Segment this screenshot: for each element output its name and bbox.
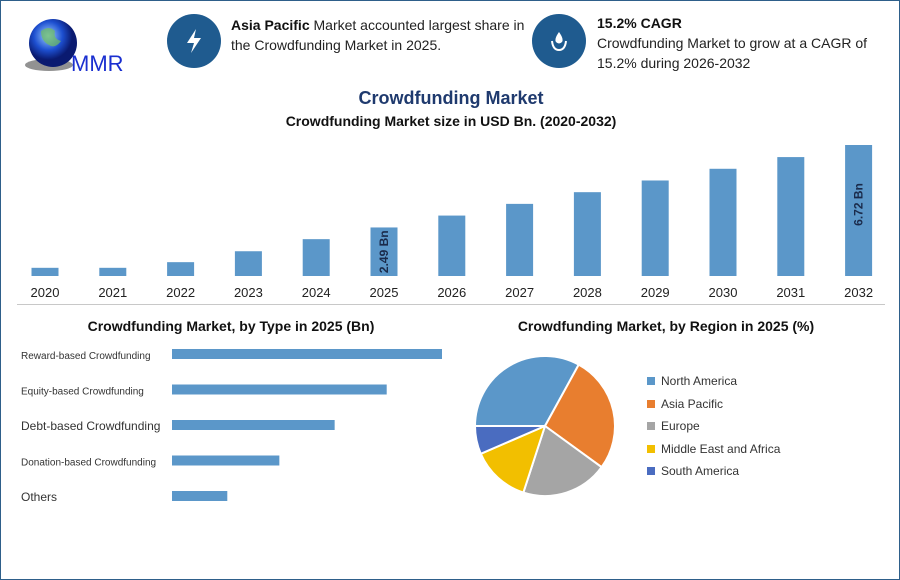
logo-text: MMR (71, 51, 124, 76)
legend-swatch (647, 399, 655, 408)
market-size-bar-chart: 2020 2021 2022 2023 2024 2025 2.49 Bn 2026 2027 2… (31, 145, 873, 300)
water-drop-hand-icon (551, 32, 567, 52)
legend-label: Middle East and Africa (661, 441, 781, 456)
legend-swatch (647, 422, 655, 430)
category-label: Debt-based Crowdfunding (21, 419, 160, 433)
x-tick-2029: 2029 (641, 285, 670, 300)
cagr-highlight: 15.2% CAGR (597, 15, 682, 31)
category-label: Reward-based Crowdfunding (21, 351, 151, 362)
info-cagr: 15.2% CAGR Crowdfunding Market to grow a… (597, 13, 887, 73)
pie-slice-asia-pacific (543, 363, 616, 469)
bar-2025 (370, 227, 398, 276)
pie-slice-europe (522, 424, 604, 497)
bar-2029 (641, 180, 669, 276)
x-tick-2027: 2027 (505, 285, 534, 300)
bar-2022 (167, 262, 195, 276)
type-bar (172, 455, 280, 466)
bar-2024 (302, 239, 330, 276)
x-tick-2021: 2021 (98, 285, 127, 300)
x-tick-2026: 2026 (437, 285, 466, 300)
bar-2021 (99, 267, 127, 276)
legend-item: South America (647, 464, 739, 478)
region-pie-chart (473, 355, 616, 497)
legend-label: North America (661, 374, 738, 388)
data-label-2032: 6.72 Bn (852, 183, 866, 226)
region-chart-title: Crowdfunding Market, by Region in 2025 (… (517, 318, 815, 334)
type-bar (172, 384, 387, 395)
x-tick-2025: 2025 (370, 285, 399, 300)
bar-2026 (438, 215, 466, 276)
type-bar (172, 420, 335, 430)
pie-slice-middle-east-and-africa (479, 424, 547, 494)
legend-label: Asia Pacific (661, 396, 724, 411)
x-tick-2024: 2024 (302, 285, 331, 300)
bar-2027 (506, 203, 534, 276)
legend-label: Europe (661, 419, 700, 433)
category-label: Donation-based Crowdfunding (21, 458, 156, 469)
type-bar-chart: Reward-based Crowdfunding Equity-based Cr… (21, 349, 442, 504)
x-tick-2022: 2022 (166, 285, 195, 300)
pie-slice-south-america (473, 425, 546, 456)
mmr-logo: MMR (19, 15, 139, 77)
legend-item: North America (647, 374, 737, 388)
x-tick-2023: 2023 (234, 285, 263, 300)
info-asia-pacific: Asia Pacific Market accounted largest sh… (231, 15, 526, 55)
info-highlight: Asia Pacific (231, 17, 310, 33)
lightning-icon-circle (167, 14, 221, 68)
bar-2028 (573, 192, 601, 276)
legend-swatch (647, 377, 655, 385)
x-tick-2028: 2028 (573, 285, 602, 300)
type-chart-title: Crowdfunding Market, by Type in 2025 (Bn… (87, 318, 375, 334)
cagr-text: Crowdfunding Market to grow at a CAGR of… (597, 35, 868, 71)
data-label-2025: 2.49 Bn (377, 230, 391, 273)
lightning-icon (187, 29, 201, 53)
x-tick-2030: 2030 (709, 285, 738, 300)
legend-item: Asia Pacific (647, 397, 723, 411)
water-drop-hand-icon-circle (532, 14, 586, 68)
category-label: Equity-based Crowdfunding (21, 387, 144, 398)
bar-2030 (709, 168, 737, 276)
legend-swatch (647, 467, 655, 475)
info-text: Market accounted largest share in the Cr… (231, 17, 525, 53)
legend-item: Middle East and Africa (647, 442, 780, 456)
main-title: Crowdfunding Market (358, 88, 544, 108)
bar-chart-title: Crowdfunding Market size in USD Bn. (202… (285, 113, 617, 129)
type-bar (172, 349, 442, 359)
bar-2020 (31, 267, 59, 276)
x-tick-2031: 2031 (776, 285, 805, 300)
globe-icon: MMR (25, 19, 124, 76)
legend-swatch (647, 444, 655, 453)
legend-item: Europe (647, 419, 700, 433)
legend-label: South America (661, 464, 740, 478)
bar-2031 (777, 157, 805, 276)
x-tick-2032: 2032 (844, 285, 873, 300)
category-label: Others (21, 490, 57, 504)
bar-2032 (845, 145, 873, 276)
x-tick-2020: 2020 (31, 285, 60, 300)
divider (17, 304, 885, 305)
pie-slice-north-america (473, 355, 581, 427)
type-bar (172, 491, 228, 501)
bar-2023 (234, 251, 262, 276)
